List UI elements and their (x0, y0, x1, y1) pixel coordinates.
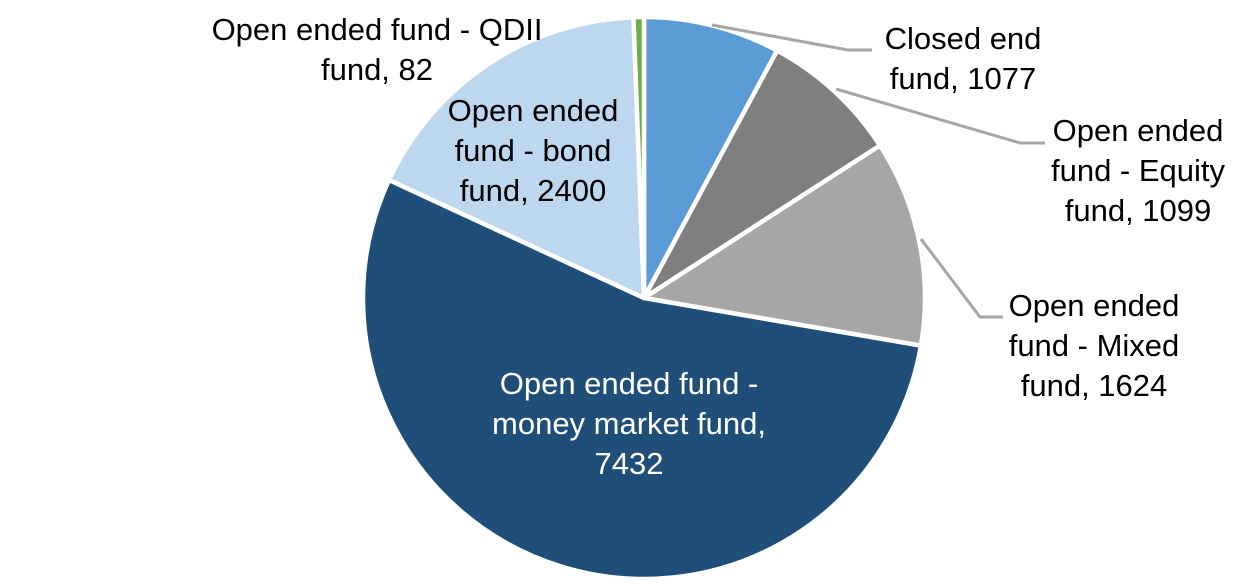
data-label-equity-fund: Open ended fund - Equity fund, 1099 (1050, 113, 1226, 228)
leader-line-closed-end-fund (711, 23, 872, 52)
leader-line-mixed-fund (919, 238, 1003, 319)
data-label-money-market-fund: Open ended fund - money market fund, 743… (492, 366, 766, 481)
data-label-bond-fund: Open ended fund - bond fund, 2400 (447, 93, 619, 208)
pie-slice-equity-fund (641, 48, 883, 301)
data-label-qdii-fund: Open ended fund - QDII fund, 82 (211, 12, 543, 87)
data-label-closed-end-fund: Closed end fund, 1077 (884, 21, 1042, 96)
pie-slice-qdii-fund (631, 14, 647, 301)
pie-slice-mixed-fund (641, 143, 928, 348)
pie-slice-money-market-fund (360, 177, 924, 582)
data-label-mixed-fund: Open ended fund - Mixed fund, 1624 (1008, 288, 1180, 403)
leader-line-equity-fund (835, 87, 1045, 145)
pie-slice-bond-fund (386, 14, 647, 301)
